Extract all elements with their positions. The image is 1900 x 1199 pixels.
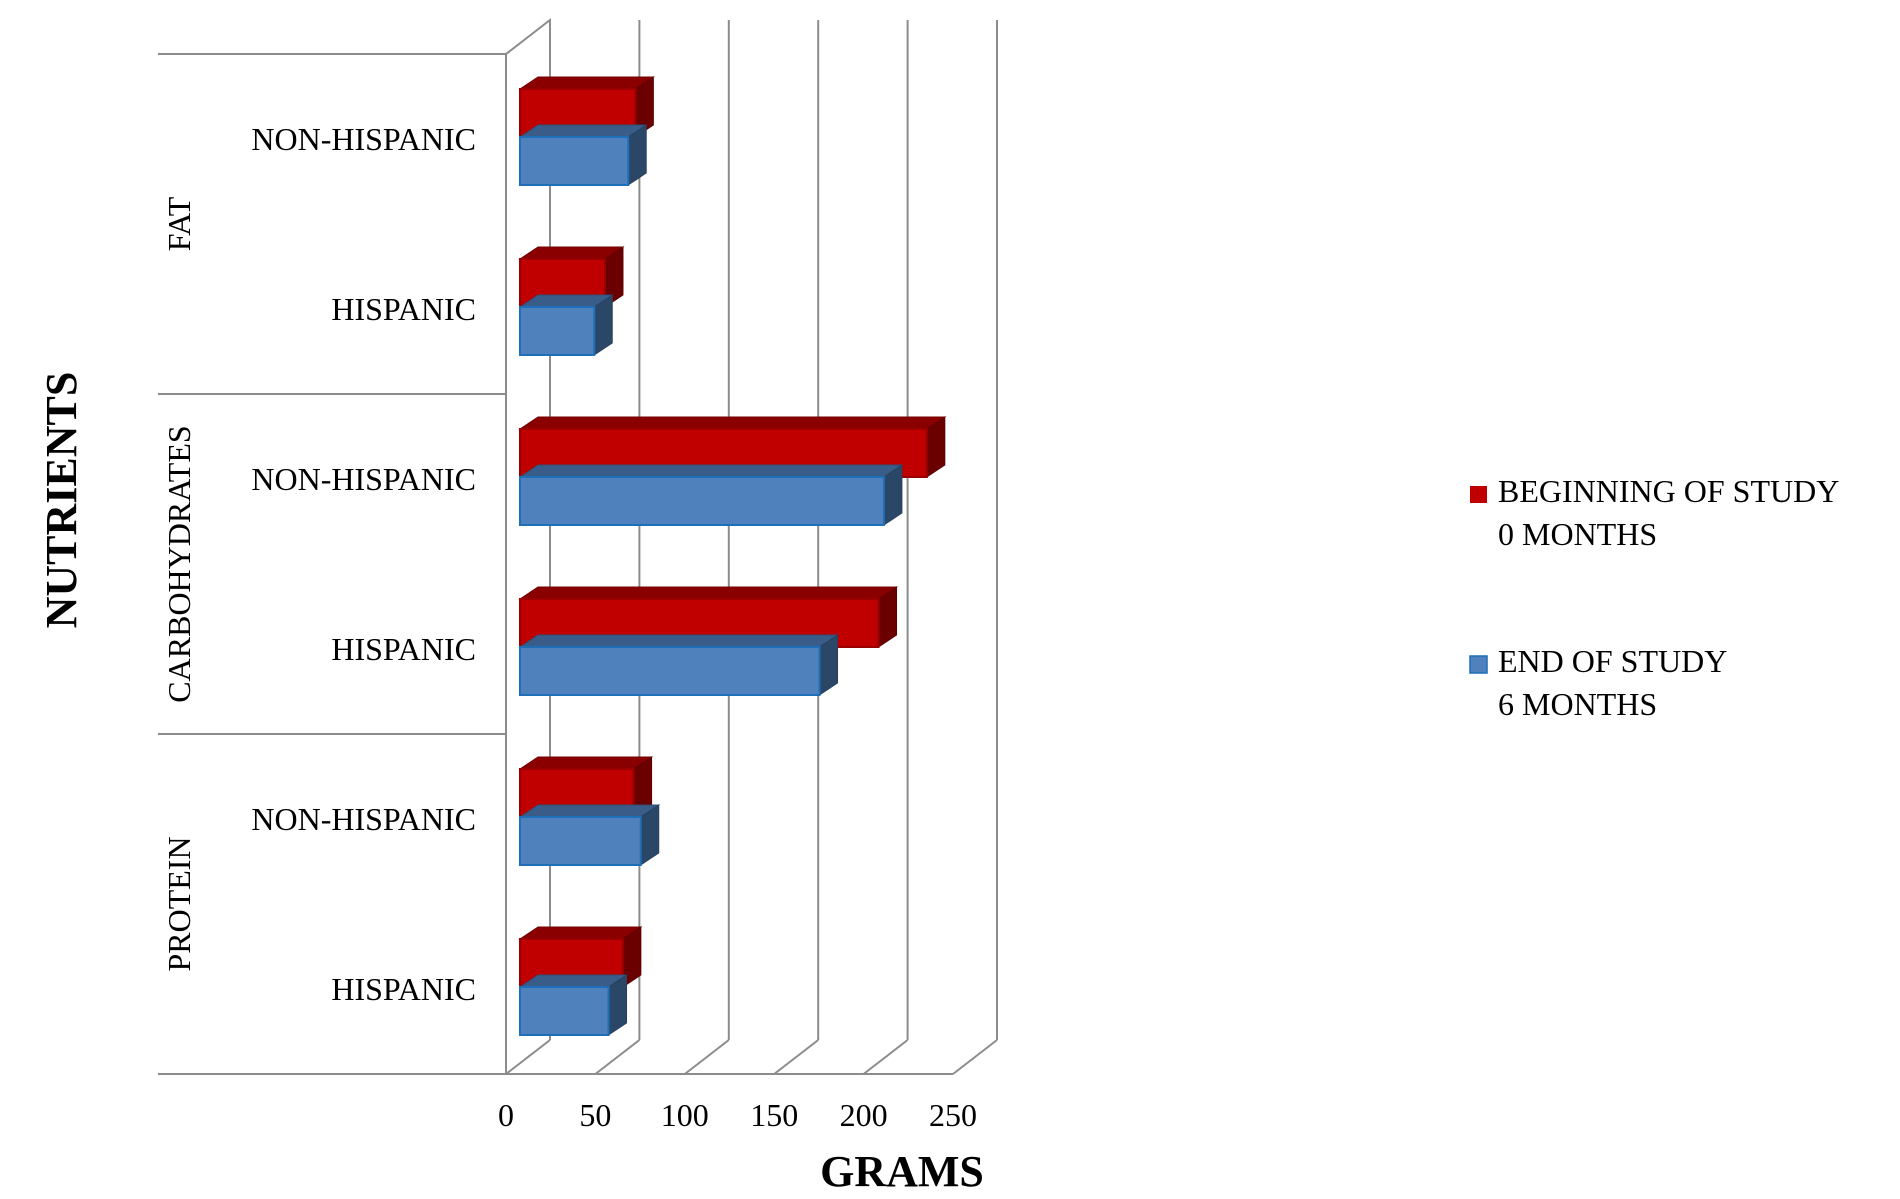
floor-gridline xyxy=(684,1039,730,1075)
category-label: HISPANIC xyxy=(331,631,476,667)
bar xyxy=(518,804,661,866)
group-label: FAT xyxy=(161,196,197,251)
floor-gridline xyxy=(952,1039,998,1075)
group-label: PROTEIN xyxy=(161,836,197,971)
bar xyxy=(518,124,648,186)
legend-label: BEGINNING OF STUDY xyxy=(1498,473,1839,509)
y-axis-title: NUTRIENTS xyxy=(37,372,86,629)
legend-label: 0 MONTHS xyxy=(1498,516,1657,552)
x-tick-label: 50 xyxy=(579,1097,611,1133)
legend-label: END OF STUDY xyxy=(1498,643,1727,679)
x-tick-label: 0 xyxy=(498,1097,514,1133)
x-tick-label: 250 xyxy=(929,1097,977,1133)
legend-swatch xyxy=(1469,655,1488,674)
legend-label: 6 MONTHS xyxy=(1498,686,1657,722)
group-label: CARBOHYDRATES xyxy=(161,425,197,702)
label-layer: FAT CARBOHYDRATES PROTEIN 0 50 100 150 200 250 NO… xyxy=(161,121,977,1133)
bar xyxy=(518,464,904,526)
category-label: HISPANIC xyxy=(331,971,476,1007)
category-label: NON-HISPANIC xyxy=(251,121,476,157)
x-tick-label: 150 xyxy=(750,1097,798,1133)
x-tick-label: 200 xyxy=(840,1097,888,1133)
bar xyxy=(518,974,629,1036)
side-wall xyxy=(505,17,551,1074)
bar xyxy=(518,294,614,356)
plot-area xyxy=(158,17,998,1075)
category-label: HISPANIC xyxy=(331,291,476,327)
category-label: NON-HISPANIC xyxy=(251,461,476,497)
legend-swatch xyxy=(1470,486,1487,503)
legend: BEGINNING OF STUDY 0 MONTHS END OF STUDY 6 … xyxy=(1469,473,1839,722)
bar-layer xyxy=(518,76,947,1036)
category-label: NON-HISPANIC xyxy=(251,801,476,837)
x-axis-title: GRAMS xyxy=(820,1147,984,1196)
bar xyxy=(518,634,840,696)
floor-edge xyxy=(505,1039,551,1075)
floor-gridline xyxy=(773,1039,819,1075)
x-tick-label: 100 xyxy=(661,1097,709,1133)
floor-gridline xyxy=(862,1039,909,1075)
floor-gridline xyxy=(594,1039,641,1075)
